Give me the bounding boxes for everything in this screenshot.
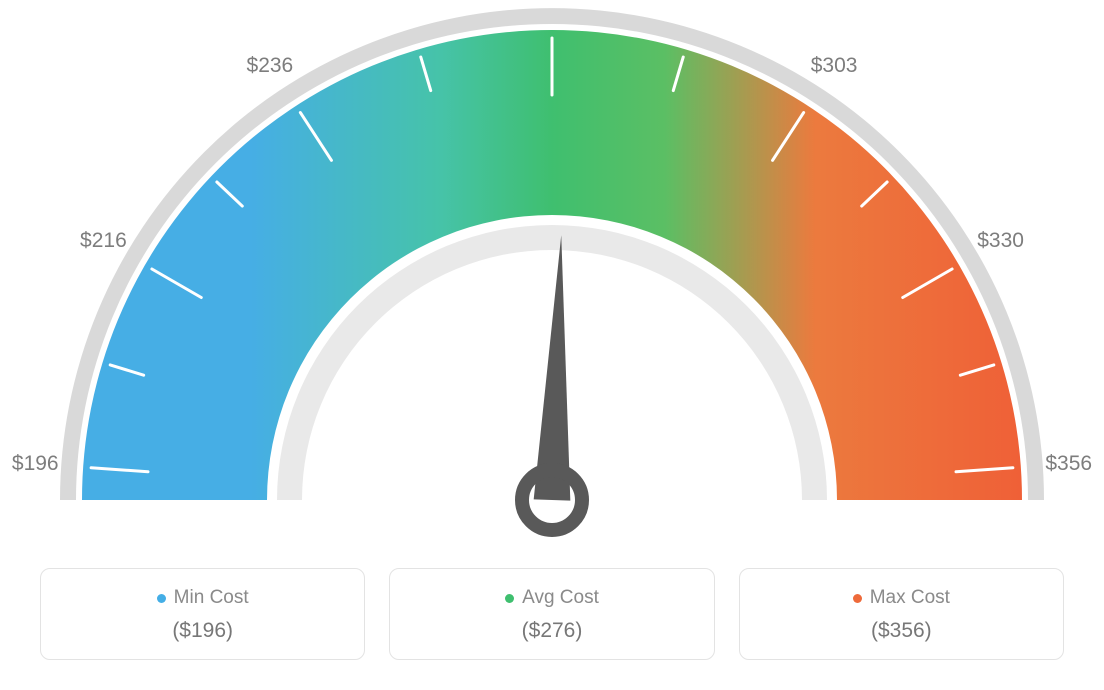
legend-card-avg: Avg Cost ($276) xyxy=(389,568,714,660)
legend-value-avg: ($276) xyxy=(400,619,703,643)
legend-label: Min Cost xyxy=(174,587,249,609)
legend-value-min: ($196) xyxy=(51,619,354,643)
dot-icon xyxy=(157,594,166,603)
gauge-tick-label: $216 xyxy=(80,229,127,253)
legend-row: Min Cost ($196) Avg Cost ($276) Max Cost… xyxy=(0,568,1104,660)
legend-label: Max Cost xyxy=(870,587,950,609)
legend-title-min: Min Cost xyxy=(157,587,249,609)
gauge-svg xyxy=(0,0,1104,560)
legend-value-max: ($356) xyxy=(750,619,1053,643)
gauge-tick-label: $303 xyxy=(811,54,858,78)
dot-icon xyxy=(853,594,862,603)
legend-title-max: Max Cost xyxy=(853,587,950,609)
gauge-tick-label: $330 xyxy=(977,229,1024,253)
legend-card-min: Min Cost ($196) xyxy=(40,568,365,660)
gauge-tick-label: $356 xyxy=(1045,452,1092,476)
dot-icon xyxy=(505,594,514,603)
gauge-chart: $196$216$236$276$303$330$356 xyxy=(0,0,1104,560)
legend-label: Avg Cost xyxy=(522,587,599,609)
legend-card-max: Max Cost ($356) xyxy=(739,568,1064,660)
gauge-tick-label: $196 xyxy=(12,452,59,476)
gauge-tick-label: $236 xyxy=(247,54,294,78)
legend-title-avg: Avg Cost xyxy=(505,587,599,609)
